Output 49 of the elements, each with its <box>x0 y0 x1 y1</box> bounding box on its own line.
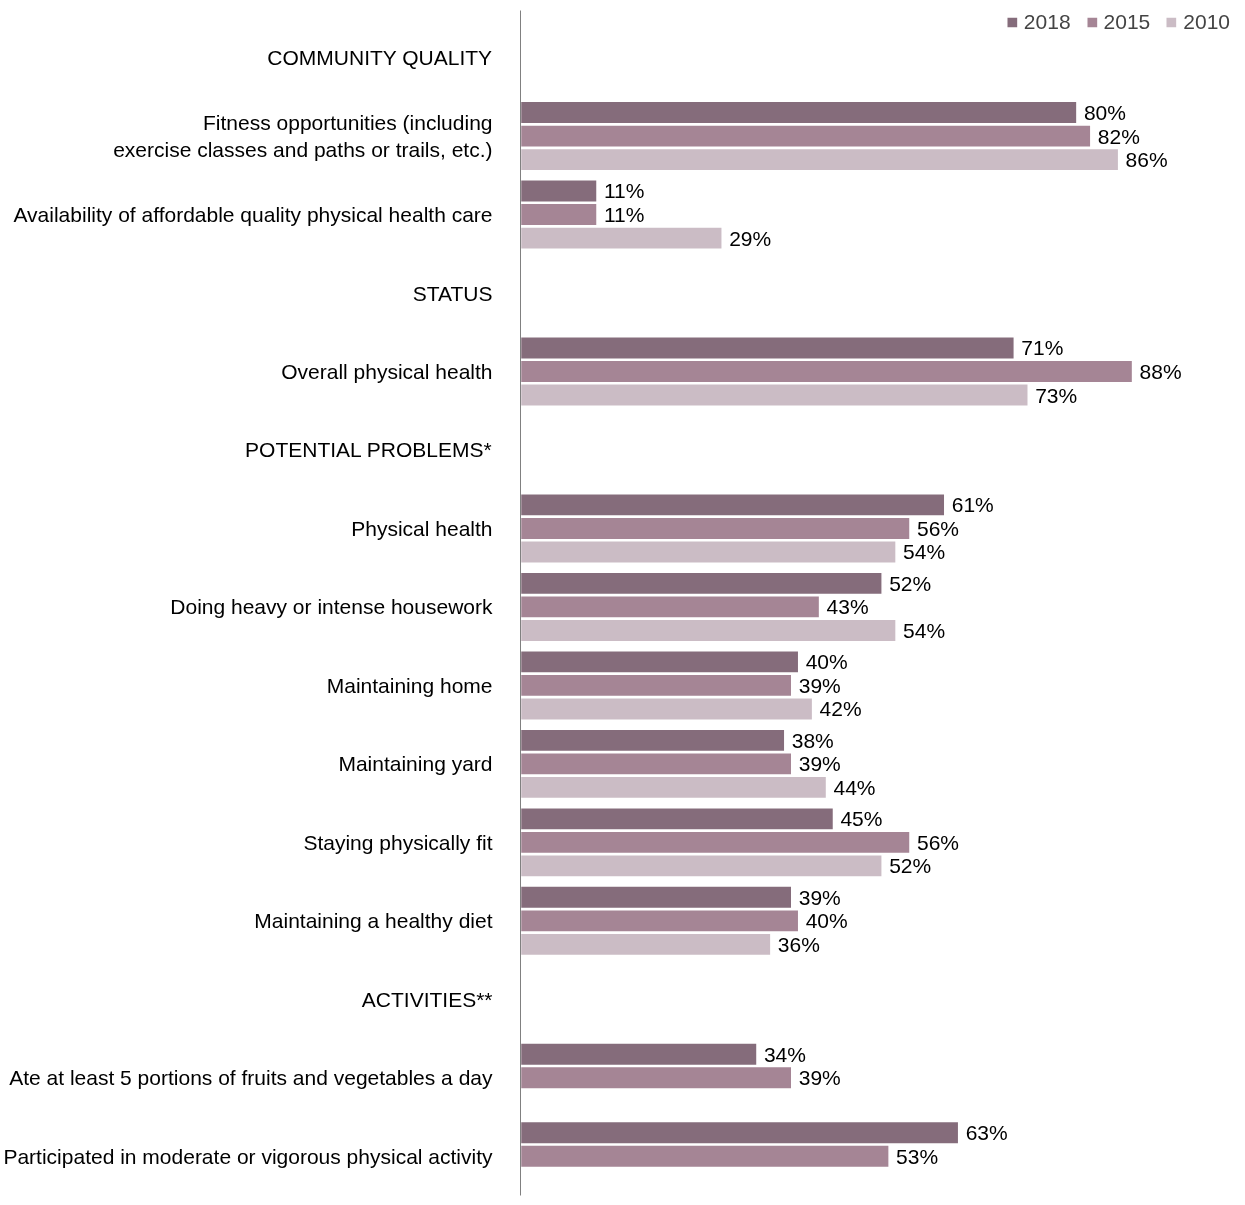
y-tick-label: STATUS <box>412 281 493 305</box>
y-tick-label: Maintaining home <box>326 673 493 697</box>
legend-label: 2010 <box>1183 10 1230 34</box>
legend-label: 2015 <box>1103 10 1151 34</box>
data-label: 88% <box>1139 359 1182 383</box>
y-tick-label: ACTIVITIES** <box>361 987 493 1011</box>
data-label: 54% <box>903 540 946 564</box>
data-label: 40% <box>805 650 848 674</box>
data-label: 39% <box>798 752 841 776</box>
y-tick-label: Doing heavy or intense housework <box>170 595 493 619</box>
data-label: 71% <box>1021 336 1064 360</box>
data-label: 34% <box>763 1042 806 1066</box>
data-label: 53% <box>896 1144 939 1168</box>
y-tick-label: Fitness opportunities (including exercise classes and paths or trails, etc.) <box>113 110 493 162</box>
data-label: 36% <box>777 932 820 956</box>
data-label: 54% <box>903 618 946 642</box>
data-label: 29% <box>729 226 772 250</box>
y-tick-label: Ate at least 5 portions of fruits and vegetables a day <box>9 1066 493 1090</box>
legend-label: 2018 <box>1023 10 1071 34</box>
data-label: 86% <box>1125 148 1168 172</box>
data-label: 80% <box>1083 101 1126 125</box>
y-tick-label: Overall physical health <box>281 359 493 383</box>
y-tick-label: POTENTIAL PROBLEMS* <box>245 438 492 462</box>
data-label: 73% <box>1035 383 1078 407</box>
data-label: 40% <box>805 909 848 933</box>
data-label: 39% <box>798 673 841 697</box>
data-label: 56% <box>916 516 959 540</box>
data-label: 38% <box>791 728 834 752</box>
data-label: 44% <box>833 775 876 799</box>
y-tick-label: Maintaining a healthy diet <box>254 909 493 933</box>
y-tick-label: Physical health <box>351 516 493 540</box>
data-label: 39% <box>798 1066 841 1090</box>
data-label: 39% <box>798 885 841 909</box>
data-label: 11% <box>603 179 645 203</box>
y-tick-label: COMMUNITY QUALITY <box>267 46 493 70</box>
data-label: 42% <box>819 697 862 721</box>
y-tick-label: Participated in moderate or vigorous physical activity <box>3 1144 493 1168</box>
data-label: 52% <box>889 854 932 878</box>
y-tick-label: Availability of affordable quality physical health care <box>13 203 493 227</box>
y-tick-label: Staying physically fit <box>303 830 493 854</box>
data-label: 82% <box>1097 124 1140 148</box>
data-label: 61% <box>951 493 994 517</box>
data-label: 63% <box>965 1121 1008 1145</box>
data-label: 56% <box>916 830 959 854</box>
data-label: 52% <box>889 571 932 595</box>
data-label: 43% <box>826 595 869 619</box>
data-label: 11% <box>603 203 645 227</box>
data-label: 45% <box>840 807 883 831</box>
y-tick-label: Maintaining yard <box>338 752 493 776</box>
